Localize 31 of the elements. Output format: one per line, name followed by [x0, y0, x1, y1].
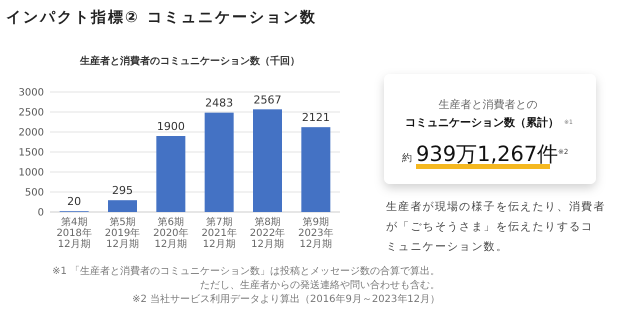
data-label: 2567 — [254, 93, 282, 106]
data-label: 2483 — [205, 96, 234, 110]
text: コミュニケーション数（累計） — [405, 116, 559, 129]
chart-subtitle: 生産者と消費者のコミュニケーション数（千回） — [79, 55, 300, 67]
data-label: 295 — [112, 184, 133, 198]
y-tick-label: 2000 — [18, 128, 44, 138]
x-tick-label: 第6期 2020年 12月期 — [153, 216, 189, 250]
x-tick-label: 第5期 2019年 12月期 — [104, 216, 140, 250]
y-tick-label: 1500 — [18, 148, 44, 158]
text: ※1 「生産者と消費者のコミュニケーション数」は投稿とメッセージ数の合算で算出。 — [52, 265, 440, 277]
text: ミュニケーション数。 — [386, 240, 508, 253]
data-label: 2121 — [302, 111, 330, 124]
y-tick-label: 3000 — [18, 88, 44, 98]
x-tick-label: 第4期 2018年 12月期 — [56, 216, 92, 250]
y-tick-label: 500 — [24, 188, 44, 198]
data-label: 20 — [67, 195, 82, 208]
text: 生産者が現場の様子を伝えたり、消費者 — [386, 200, 606, 213]
x-tick-label: 第8期 2022年 12月期 — [250, 216, 286, 250]
text: が「ごちそうさま」を伝えたりするコ — [386, 220, 594, 233]
text: ※2 当社サービス利用データより算出（2016年9月～2023年12月） — [132, 293, 440, 305]
chart-title: インパクト指標② コミュニケーション数 — [6, 8, 317, 26]
text: 生産者と消費者との — [438, 98, 538, 111]
text: 約 — [402, 153, 412, 164]
y-tick-label: 2500 — [18, 108, 44, 118]
y-tick-label: 0 — [38, 208, 44, 218]
x-tick-label: 第9期 2023年 12月期 — [298, 216, 334, 250]
data-label: 1900 — [156, 120, 185, 133]
x-tick-label: 第7期 2021年 12月期 — [201, 216, 237, 250]
text: ただし、生産者からの発送連絡や問い合わせも含む。 — [200, 279, 440, 291]
text: 939万1,267件 — [416, 142, 558, 166]
y-tick-label: 1000 — [18, 168, 44, 178]
